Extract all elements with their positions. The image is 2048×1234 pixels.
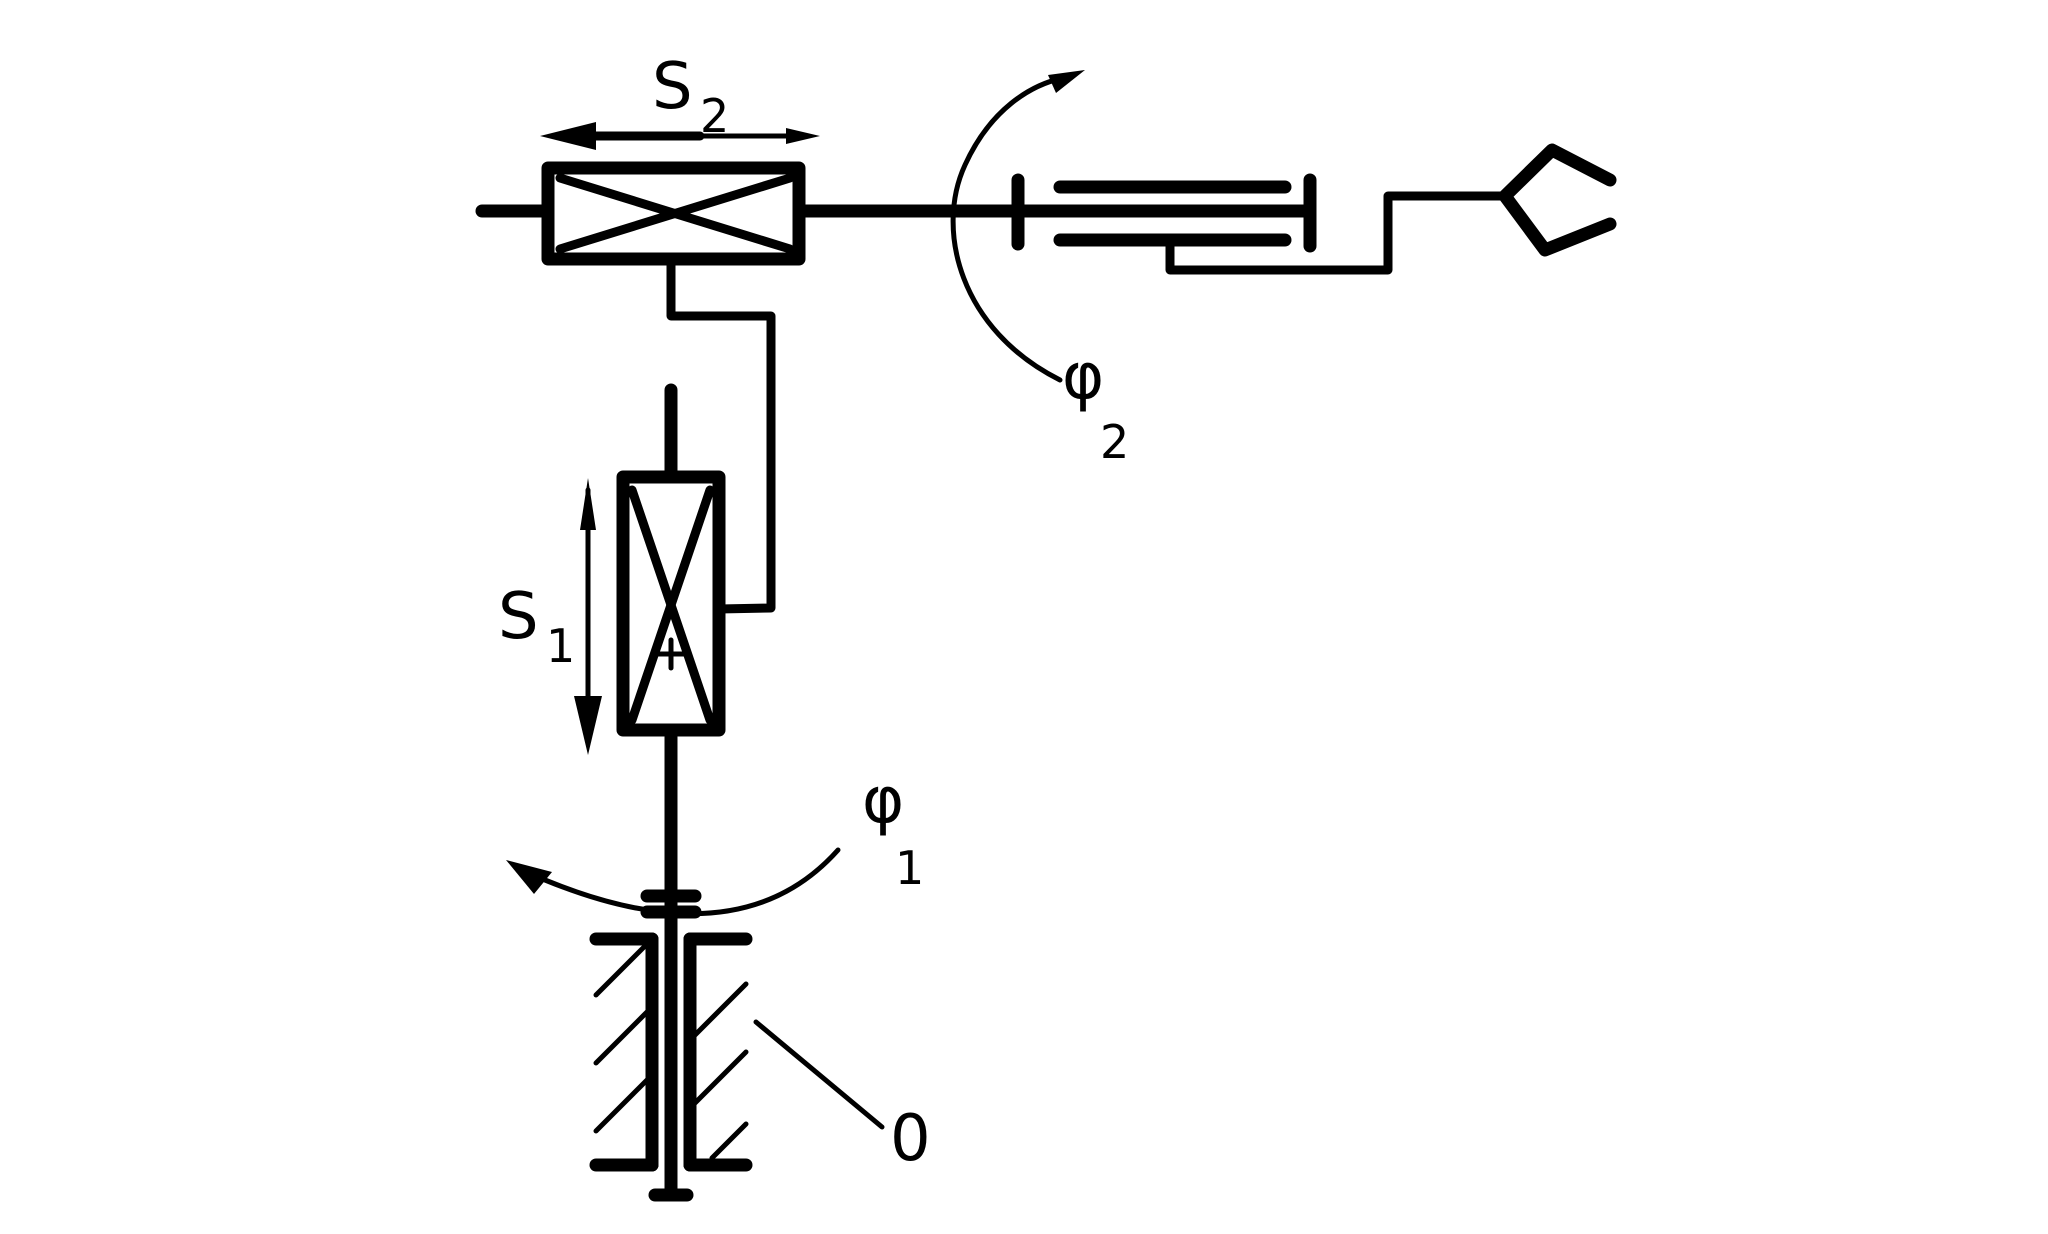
label-s1: S 1 xyxy=(498,580,575,673)
wrist-arm xyxy=(1011,173,1510,275)
s2-arrow xyxy=(540,122,820,150)
rotation-phi1-arrow xyxy=(506,847,841,917)
gripper xyxy=(1498,143,1617,257)
label-s1-text: S xyxy=(498,580,539,654)
fixed-base xyxy=(589,932,885,1172)
rotation-phi2-arrow xyxy=(950,70,1085,383)
label-zero: 0 xyxy=(890,1102,931,1176)
label-s2-subscript: 2 xyxy=(700,89,729,143)
s1-arrow xyxy=(574,478,602,755)
label-phi2-text: φ xyxy=(1062,340,1104,414)
label-phi1: φ 1 xyxy=(862,764,924,895)
label-s1-subscript: 1 xyxy=(546,619,575,673)
horizontal-prismatic-joint xyxy=(475,161,1317,266)
label-phi1-text: φ xyxy=(862,764,904,838)
label-s2: S 2 xyxy=(652,50,729,143)
label-phi2-subscript: 2 xyxy=(1100,415,1129,469)
label-phi1-subscript: 1 xyxy=(895,841,924,895)
vertical-prismatic-joint xyxy=(616,255,776,737)
label-zero-text: 0 xyxy=(890,1102,931,1176)
label-s2-text: S xyxy=(652,50,693,124)
label-phi2: φ 2 xyxy=(1062,340,1129,469)
